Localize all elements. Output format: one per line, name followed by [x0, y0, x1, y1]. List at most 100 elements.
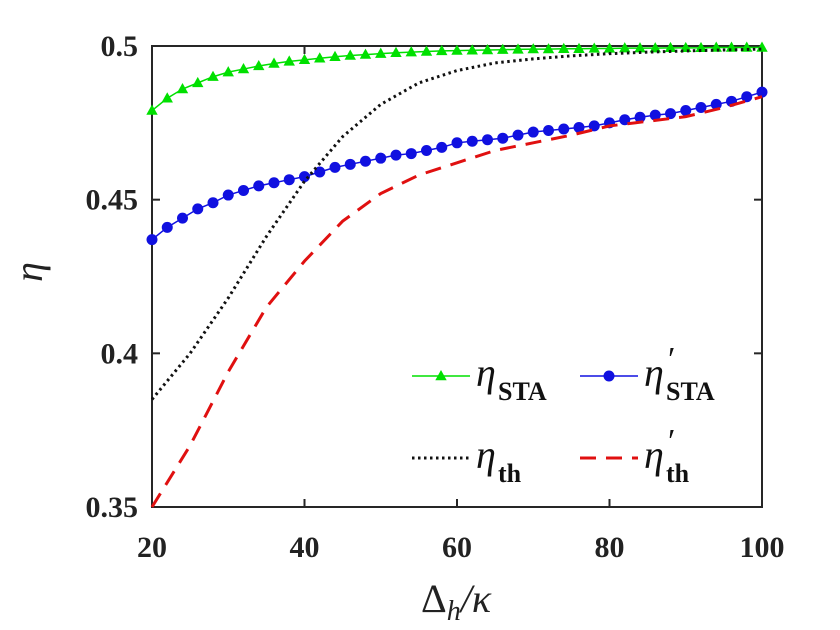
- data-point: [314, 52, 326, 63]
- x-axis-label: Δh/κ: [421, 576, 492, 627]
- data-point: [558, 123, 570, 135]
- data-point: [512, 129, 524, 141]
- data-point: [405, 148, 417, 160]
- data-point: [695, 101, 707, 113]
- series-layer: [146, 41, 768, 508]
- data-point: [451, 137, 463, 149]
- data-point: [298, 53, 311, 65]
- x-tick-label: 80: [595, 531, 625, 564]
- data-point: [588, 120, 600, 132]
- data-point: [695, 41, 707, 53]
- data-point: [329, 50, 341, 61]
- data-point: [634, 111, 646, 123]
- data-point: [421, 144, 432, 156]
- data-point: [344, 158, 356, 170]
- legend-item-1: η ′STA: [580, 341, 715, 406]
- plot-area: [151, 45, 763, 508]
- legend-marker: [603, 370, 615, 382]
- data-point: [573, 42, 585, 53]
- data-point: [680, 105, 692, 117]
- data-point: [177, 212, 188, 224]
- data-point: [619, 42, 631, 53]
- x-axis-label-sub: h: [447, 596, 461, 627]
- axes-box: [151, 45, 763, 508]
- data-point: [512, 43, 524, 54]
- data-point: [176, 83, 189, 94]
- y-tick-label: 0.4: [101, 337, 139, 370]
- data-point: [207, 70, 219, 81]
- legend-subscript: STA: [666, 377, 715, 406]
- series-line: [150, 95, 763, 508]
- y-tick-label: 0.35: [86, 491, 139, 524]
- data-point: [634, 42, 646, 53]
- x-tick-label: 20: [137, 531, 167, 564]
- data-point: [299, 171, 310, 183]
- y-axis-label: η: [6, 262, 51, 282]
- data-point: [192, 76, 204, 88]
- data-point: [283, 55, 295, 66]
- data-point: [588, 42, 600, 53]
- legend-item-2: η th: [412, 432, 522, 488]
- legend-symbol: η: [644, 432, 664, 477]
- legend-item-0: η STA: [412, 350, 547, 406]
- series-0: [146, 41, 768, 115]
- data-point: [375, 47, 387, 58]
- data-point: [756, 86, 768, 98]
- data-point: [543, 125, 554, 137]
- data-point: [390, 149, 402, 161]
- data-point: [253, 180, 265, 192]
- legend-symbol: η: [476, 432, 496, 477]
- series-3: [150, 95, 763, 508]
- data-point: [222, 189, 234, 201]
- data-point: [222, 66, 234, 77]
- data-point: [283, 174, 295, 186]
- data-point: [665, 108, 676, 120]
- data-point: [573, 121, 585, 133]
- legend-symbol: η: [644, 350, 664, 395]
- data-point: [192, 203, 204, 215]
- data-point: [238, 184, 249, 196]
- data-point: [420, 45, 433, 56]
- data-point: [741, 41, 753, 52]
- data-point: [482, 134, 493, 146]
- data-point: [725, 41, 738, 52]
- y-tick-label: 0.45: [86, 184, 139, 217]
- data-point: [497, 132, 509, 144]
- legend-subscript: STA: [498, 377, 547, 406]
- data-point: [466, 44, 478, 55]
- data-point: [268, 177, 280, 189]
- data-point: [603, 42, 616, 53]
- data-point: [664, 41, 677, 53]
- data-point: [375, 152, 387, 164]
- data-point: [314, 166, 326, 178]
- data-point: [405, 46, 417, 57]
- data-point: [268, 57, 280, 68]
- data-point: [360, 155, 371, 167]
- data-point: [146, 104, 158, 115]
- data-point: [527, 126, 539, 138]
- legend-symbol: η: [476, 350, 496, 395]
- legend-item-3: η ′th: [580, 423, 690, 488]
- legend-prime: ′: [668, 423, 675, 460]
- legend-subscript: th: [498, 459, 522, 488]
- x-tick-label: 60: [442, 531, 472, 564]
- data-point: [497, 43, 509, 54]
- data-point: [344, 49, 356, 60]
- x-tick-label: 40: [290, 531, 320, 564]
- data-point: [741, 91, 753, 103]
- data-point: [253, 59, 265, 71]
- legend-marker: [435, 370, 447, 381]
- legend-prime: ′: [668, 341, 675, 378]
- ticks: 20 40 60 80 100 0.35 0.4 0.45 0.5: [86, 30, 785, 564]
- data-point: [329, 161, 341, 173]
- x-axis-label-rest: /κ: [459, 576, 492, 621]
- data-point: [649, 109, 661, 121]
- data-point: [436, 44, 448, 56]
- data-point: [466, 135, 478, 147]
- data-point: [161, 221, 173, 233]
- legend-subscript: th: [666, 459, 690, 488]
- data-point: [436, 141, 448, 153]
- data-point: [527, 43, 539, 54]
